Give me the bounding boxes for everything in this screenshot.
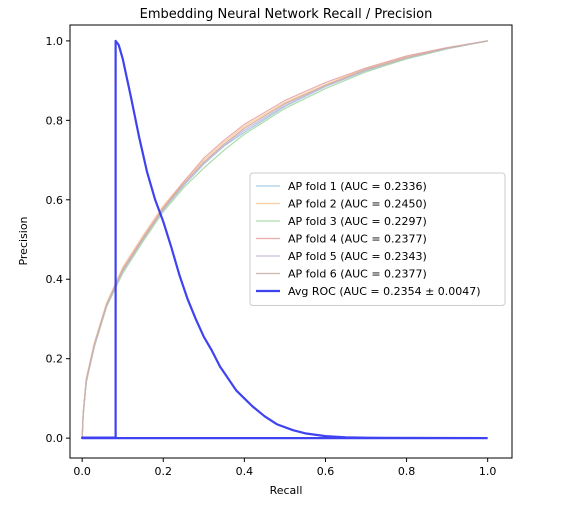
x-axis: 0.0 0.2 0.4 0.6 0.8 1.0 [73,458,496,478]
y-axis: 0.0 0.2 0.4 0.6 0.8 1.0 [46,35,70,445]
chart-title: Embedding Neural Network Recall / Precis… [140,7,433,22]
x-tick-label: 0.2 [155,465,173,478]
y-tick-label: 0.4 [46,273,64,286]
legend-box [249,172,506,306]
legend-label: AP fold 3 (AUC = 0.2297) [288,215,427,228]
x-tick-label: 0.0 [73,465,91,478]
series-line-7 [81,39,488,440]
x-axis-label: Recall [270,484,303,497]
y-tick-label: 0.0 [46,432,64,445]
x-tick-label: 0.8 [398,465,416,478]
x-tick-label: 0.4 [236,465,254,478]
plot-frame [69,24,513,459]
legend-label: AP fold 1 (AUC = 0.2336) [288,180,427,193]
legend-label: Avg ROC (AUC = 0.2354 ± 0.0047) [288,285,481,298]
legend: AP fold 1 (AUC = 0.2336) AP fold 2 (AUC =… [249,172,506,306]
y-tick-label: 1.0 [46,35,64,48]
legend-label: AP fold 5 (AUC = 0.2343) [288,250,427,263]
legend-label: AP fold 6 (AUC = 0.2377) [288,268,427,281]
x-tick-label: 0.6 [317,465,335,478]
y-tick-label: 0.8 [46,114,64,127]
plot-area [81,39,488,440]
series-line-6 [81,40,488,439]
y-tick-label: 0.2 [46,353,64,366]
y-tick-label: 0.6 [46,194,64,207]
y-axis-label: Precision [17,216,30,265]
legend-label: AP fold 4 (AUC = 0.2377) [288,233,427,246]
legend-label: AP fold 2 (AUC = 0.2450) [288,198,427,211]
x-tick-label: 1.0 [479,465,497,478]
